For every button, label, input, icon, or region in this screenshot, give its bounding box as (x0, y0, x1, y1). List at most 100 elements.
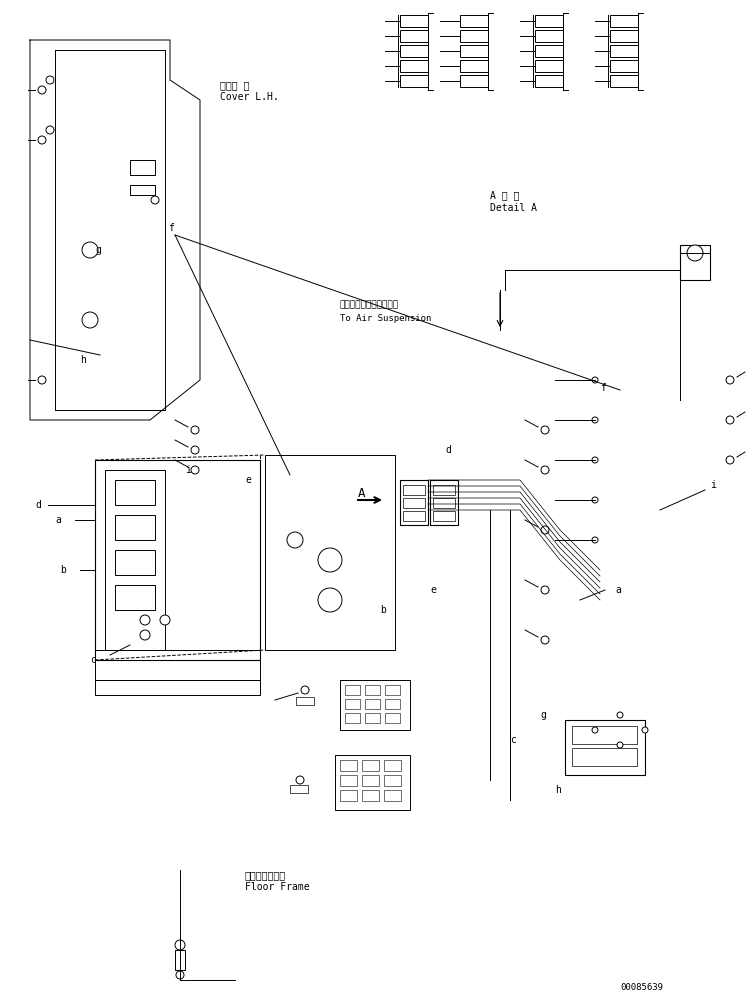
Circle shape (617, 742, 623, 748)
Bar (610, 15, 638, 27)
Bar (345, 713, 360, 723)
Circle shape (617, 712, 623, 718)
Bar (365, 699, 380, 709)
Bar (115, 515, 155, 540)
Bar (400, 30, 428, 42)
Bar (345, 685, 360, 695)
Bar (403, 485, 425, 495)
Bar (115, 480, 155, 505)
Bar (535, 45, 563, 57)
Text: e: e (245, 475, 251, 485)
Circle shape (541, 466, 549, 474)
Bar (400, 60, 428, 72)
Circle shape (642, 727, 648, 733)
Circle shape (592, 377, 598, 383)
Text: d: d (445, 445, 451, 455)
Text: d: d (35, 500, 41, 510)
Circle shape (726, 456, 734, 464)
Bar (365, 713, 380, 723)
Text: f: f (600, 383, 606, 393)
Bar (384, 775, 401, 786)
Circle shape (191, 466, 199, 474)
Bar (384, 760, 401, 771)
Circle shape (592, 417, 598, 423)
Bar (130, 185, 155, 195)
Bar (385, 713, 400, 723)
Circle shape (296, 776, 304, 784)
Bar (340, 790, 357, 801)
Bar (385, 699, 400, 709)
Circle shape (140, 630, 150, 640)
Circle shape (191, 446, 199, 454)
Bar (460, 45, 488, 57)
Circle shape (541, 526, 549, 534)
Bar (400, 15, 428, 27)
Text: フロアフレーム: フロアフレーム (245, 870, 286, 880)
Bar (433, 498, 455, 508)
Bar (535, 30, 563, 42)
Bar (340, 760, 357, 771)
Circle shape (140, 615, 150, 625)
Bar (430, 480, 458, 525)
Bar (95, 650, 260, 680)
Circle shape (592, 457, 598, 463)
Bar (175, 950, 185, 970)
Circle shape (318, 548, 342, 572)
Circle shape (38, 86, 46, 94)
Text: f: f (168, 223, 174, 233)
Text: g: g (540, 710, 546, 720)
Text: i: i (185, 465, 191, 475)
Bar (403, 511, 425, 521)
Text: c: c (510, 735, 516, 745)
Bar (362, 760, 379, 771)
Bar (610, 60, 638, 72)
Bar (265, 455, 395, 650)
Bar (115, 585, 155, 610)
Circle shape (541, 426, 549, 434)
Bar (385, 685, 400, 695)
Circle shape (726, 416, 734, 424)
Bar (340, 775, 357, 786)
Text: Cover L.H.: Cover L.H. (220, 92, 279, 102)
Bar (535, 15, 563, 27)
Bar (610, 45, 638, 57)
Bar (365, 685, 380, 695)
Bar (535, 75, 563, 87)
Text: エアーサスペンションへ: エアーサスペンションへ (340, 301, 399, 310)
Text: A: A (358, 486, 366, 500)
Text: h: h (80, 355, 86, 365)
Bar (610, 30, 638, 42)
Circle shape (301, 686, 309, 694)
Circle shape (592, 537, 598, 543)
Text: e: e (430, 585, 436, 595)
Text: b: b (60, 565, 66, 575)
Bar (572, 726, 637, 744)
Circle shape (541, 586, 549, 594)
Bar (433, 511, 455, 521)
Bar (340, 680, 410, 730)
Bar (95, 680, 260, 695)
Text: 00085639: 00085639 (620, 983, 663, 992)
Text: A 詳 細: A 詳 細 (490, 190, 519, 200)
Bar (296, 697, 314, 705)
Text: b: b (380, 605, 386, 615)
Bar (95, 460, 260, 660)
Text: Floor Frame: Floor Frame (245, 882, 310, 892)
Bar (290, 785, 308, 793)
Circle shape (46, 76, 54, 84)
Text: Detail A: Detail A (490, 203, 537, 213)
Text: a: a (615, 585, 621, 595)
Circle shape (287, 532, 303, 548)
Circle shape (82, 242, 98, 258)
Bar (565, 720, 645, 775)
Bar (115, 550, 155, 575)
Circle shape (46, 126, 54, 134)
Circle shape (82, 312, 98, 328)
Circle shape (151, 196, 159, 204)
Bar (345, 699, 360, 709)
Bar (433, 485, 455, 495)
Circle shape (726, 376, 734, 384)
Bar (460, 15, 488, 27)
Circle shape (191, 426, 199, 434)
Bar (335, 755, 410, 810)
